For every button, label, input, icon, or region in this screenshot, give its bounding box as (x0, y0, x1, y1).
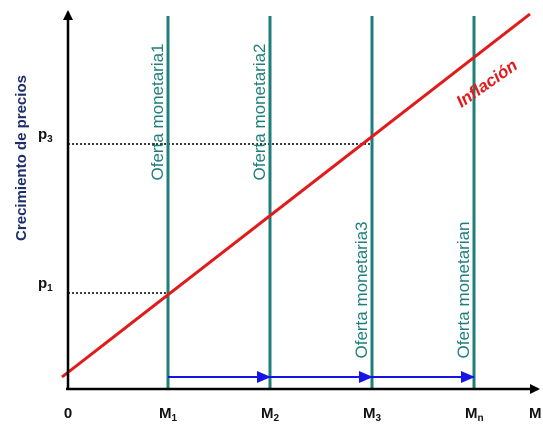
x-tick-label-4: Mn (465, 405, 484, 424)
x-axis-label: M (529, 405, 542, 422)
y-tick-label-2: p3 (38, 126, 53, 145)
y-tick-label-1: p1 (38, 275, 53, 294)
x-tick-label-3: M3 (363, 405, 382, 424)
origin-label: 0 (64, 405, 72, 422)
x-tick-label-1: M1 (159, 405, 178, 424)
x-tick-label-2: M2 (261, 405, 280, 424)
inflation-line (61, 12, 531, 379)
supply-line-label-4: Oferta monetarian (454, 221, 473, 358)
supply-line-label-1: Oferta monetaria1 (148, 43, 167, 180)
supply-line-label-2: Oferta monetaria2 (250, 43, 269, 180)
y-axis-label: Crecimiento de precios (13, 75, 30, 241)
inflation-label: Inflación (453, 56, 521, 112)
supply-line-label-3: Oferta monetaria3 (352, 221, 371, 358)
